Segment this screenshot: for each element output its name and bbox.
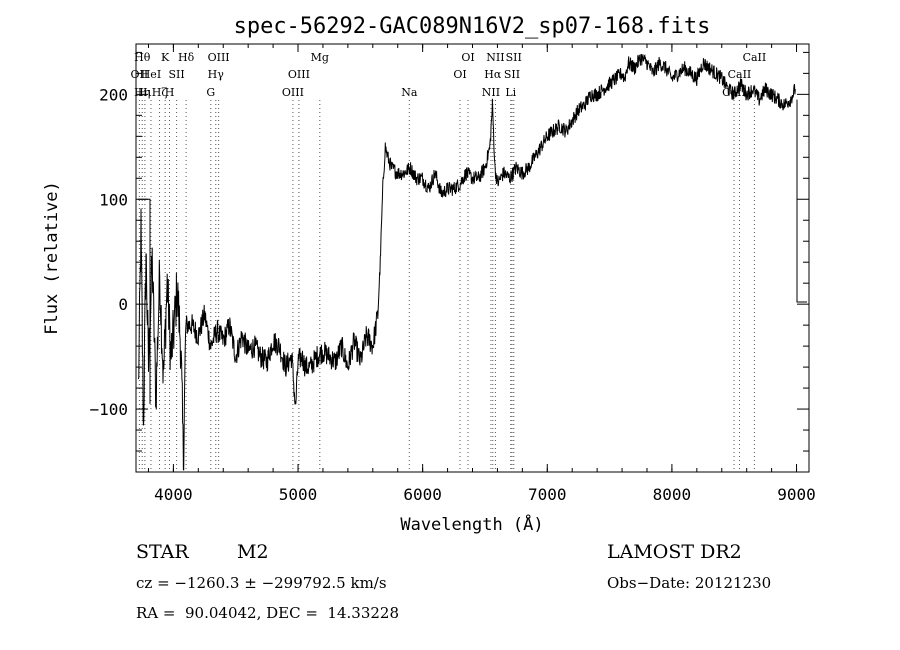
spectrum-series [138, 54, 807, 471]
line-label: CaII [743, 51, 767, 64]
x-tick-label: 6000 [403, 485, 442, 504]
y-axis-label: Flux (relative) [42, 181, 62, 335]
object-class: STAR [136, 541, 189, 563]
coordinates: RA = 90.04042, DEC = 14.33228 [136, 604, 400, 622]
obs-date: Obs−Date: 20121230 [607, 574, 772, 592]
line-label: Mg [311, 51, 329, 64]
x-tick-label: 7000 [528, 485, 567, 504]
spectrum-line [138, 54, 796, 471]
redshift-line: cz = −1260.3 ± −299792.5 km/s [136, 574, 387, 592]
y-tick-label: −100 [89, 400, 128, 419]
line-label: Na [401, 86, 418, 99]
line-label: OIII [208, 51, 230, 64]
spectrum-edge-right [796, 99, 807, 303]
y-tick-label: 100 [99, 190, 128, 209]
y-tick-label: 200 [99, 85, 128, 104]
chart-title: spec-56292-GAC089N16V2_sp07-168.fits [234, 14, 711, 39]
line-label: G [206, 86, 215, 99]
line-label: Hγ [208, 68, 225, 81]
line-label: NII [486, 51, 504, 64]
line-label: Hθ [134, 51, 151, 64]
survey-name: LAMOST DR2 [607, 541, 742, 563]
plot-frame [135, 43, 810, 473]
x-tick-label: 4000 [154, 485, 193, 504]
line-label: OI [453, 68, 466, 81]
line-label: Hη [134, 86, 150, 99]
line-label: H [165, 86, 175, 99]
y-tick-label: 0 [118, 295, 128, 314]
x-tick-label: 5000 [279, 485, 318, 504]
line-label: Hδ [178, 51, 195, 64]
line-label: OIII [288, 68, 310, 81]
line-label: SII [169, 68, 185, 81]
object-subclass: M2 [237, 541, 269, 563]
line-label: K [161, 51, 170, 64]
line-label: Li [505, 86, 516, 99]
line-label: Hι [138, 86, 152, 99]
y-axis-ticks: −100 0 100 200 [89, 51, 809, 452]
x-axis-ticks: 4000 5000 6000 7000 8000 9000 [147, 44, 816, 504]
line-label: OIII [282, 86, 304, 99]
line-label: Hα [484, 68, 502, 81]
x-axis-label: Wavelength (Å) [400, 513, 543, 535]
line-label: HeI [141, 68, 161, 81]
line-label: Hζ [152, 86, 168, 99]
spectral-line-markers: OIIHθHηHιHeIHζKHSIIHδGHγOIIIOIIIOIIIMgNa… [131, 51, 767, 472]
x-tick-label: 8000 [653, 485, 692, 504]
line-label: OII [131, 68, 149, 81]
line-label: CaII [728, 68, 752, 81]
x-tick-label: 9000 [777, 485, 816, 504]
line-label: SII [504, 68, 520, 81]
line-label: OI [461, 51, 474, 64]
line-label: SII [506, 51, 522, 64]
line-label: NII [482, 86, 500, 99]
